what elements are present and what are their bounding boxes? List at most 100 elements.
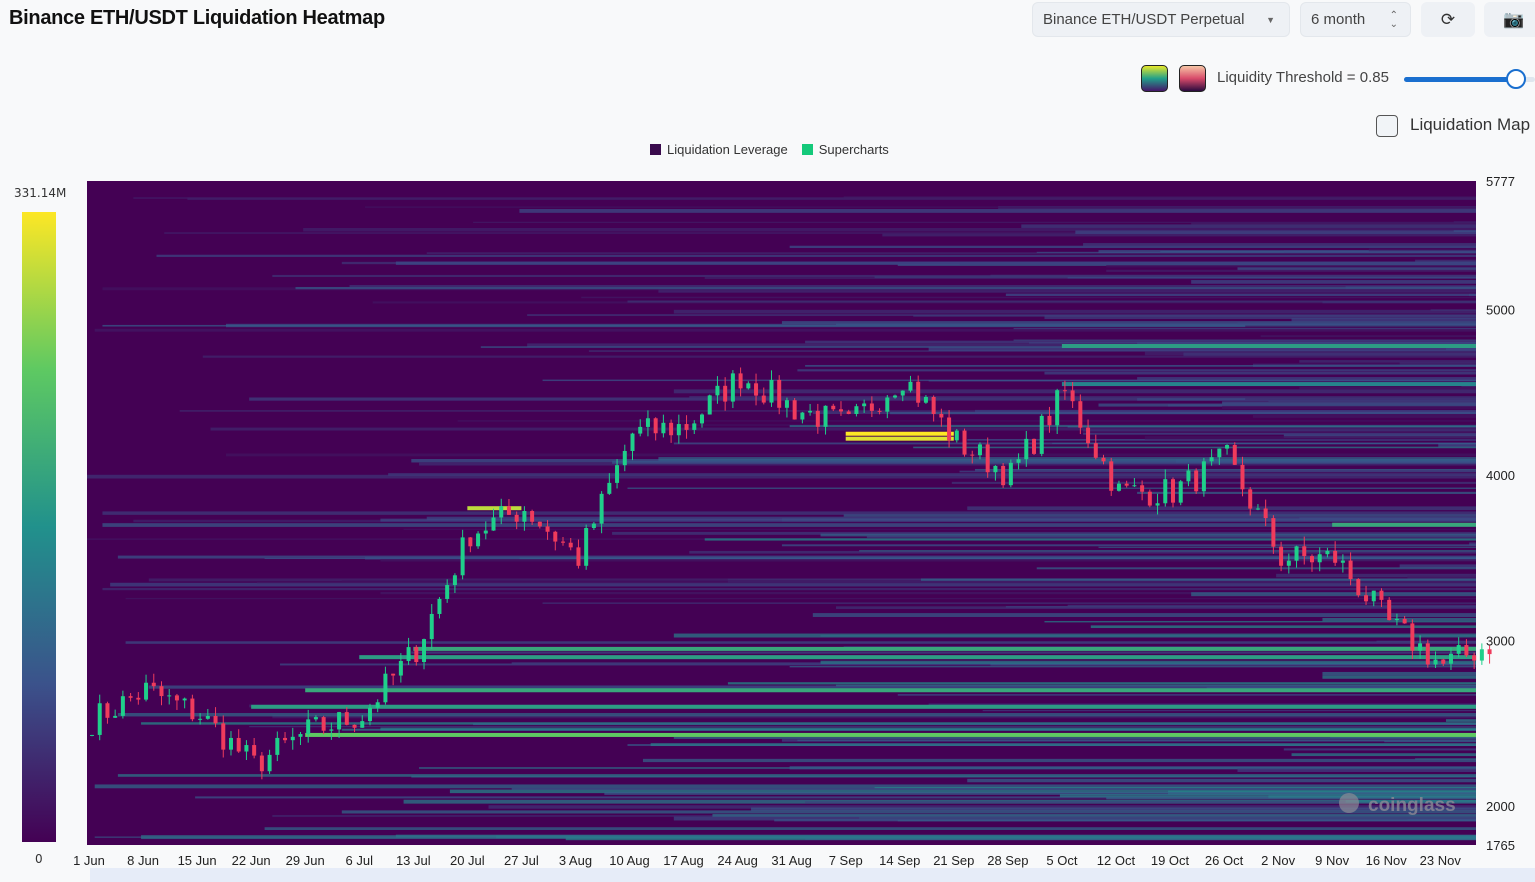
candle-body: [422, 639, 427, 663]
liquidity-band: [1137, 377, 1476, 381]
candle-body: [1032, 438, 1037, 454]
candle-body: [1240, 464, 1245, 490]
candle-body: [699, 414, 704, 424]
x-tick-label: 17 Aug: [663, 853, 704, 868]
candle-body: [499, 506, 504, 518]
candle-body: [252, 745, 257, 756]
liquidity-band: [94, 784, 1476, 789]
liquidity-band: [612, 531, 1476, 535]
liquidity-band: [1090, 625, 1476, 629]
candle-body: [1070, 390, 1075, 402]
refresh-button[interactable]: ⟳: [1421, 2, 1475, 37]
candle-body: [429, 613, 434, 640]
y-tick-label: 5777: [1486, 174, 1515, 189]
liquidity-band: [920, 578, 1476, 581]
liquidity-band: [1067, 425, 1476, 428]
liquidity-band: [1276, 573, 1476, 578]
y-tick-label: 3000: [1486, 634, 1515, 649]
x-tick-label: 20 Jul: [450, 853, 485, 868]
pair-select[interactable]: Binance ETH/USDT Perpetual ▼: [1032, 2, 1290, 37]
y-tick-label: 4000: [1486, 468, 1515, 483]
liquidity-band: [1283, 748, 1476, 751]
candle-body: [228, 737, 233, 750]
liquidity-band: [1021, 224, 1476, 228]
liquidity-band: [1044, 315, 1476, 320]
liquidity-band: [689, 396, 1476, 398]
legend-item-leverage[interactable]: Liquidation Leverage: [650, 142, 788, 157]
liquidity-band: [125, 641, 1476, 644]
liquidity-band: [1137, 491, 1476, 494]
palette-magma-swatch[interactable]: [1179, 65, 1206, 92]
legend-swatch: [801, 144, 813, 155]
range-select[interactable]: 6 month ⌃ ⌄: [1300, 2, 1411, 37]
liquidity-band: [1469, 542, 1476, 546]
candle-body: [1016, 459, 1021, 463]
liquidity-band: [349, 285, 1476, 287]
candle-body: [1418, 643, 1423, 651]
candle-body: [831, 405, 836, 410]
liquidity-band: [341, 728, 1476, 731]
x-tick-label: 2 Nov: [1261, 853, 1295, 868]
candle-body: [1263, 508, 1268, 519]
candle-body: [352, 724, 357, 728]
candle-body: [784, 400, 789, 408]
candle-body: [1201, 461, 1206, 492]
candle-body: [1147, 491, 1152, 506]
candle-body: [491, 517, 496, 531]
liquidity-band: [1291, 318, 1476, 322]
liquidity-band: [820, 533, 1476, 537]
slider-knob[interactable]: [1506, 69, 1526, 89]
liquidity-band: [380, 558, 1476, 562]
candle-body: [414, 647, 419, 663]
candle-body: [584, 528, 589, 566]
x-tick-label: 7 Sep: [829, 853, 863, 868]
candle-body: [885, 397, 890, 412]
candle-body: [383, 673, 388, 703]
candle-body: [198, 718, 203, 720]
liquidation-map-checkbox[interactable]: [1376, 115, 1398, 137]
candle-body: [313, 717, 318, 720]
candle-body: [1464, 645, 1469, 656]
liquidity-band: [272, 715, 1476, 719]
liquidity-band: [673, 737, 1476, 739]
liquidity-band: [604, 791, 1476, 795]
liquidity-band: [102, 511, 1476, 515]
navigator-bar[interactable]: [90, 868, 1535, 882]
liquidity-band: [805, 801, 1476, 804]
candle-body: [1163, 479, 1168, 504]
candle-body: [754, 383, 759, 396]
liquidity-band: [156, 254, 1476, 257]
threshold-slider[interactable]: [1404, 69, 1535, 89]
chart-legend: Liquidation Leverage Supercharts: [650, 142, 889, 157]
x-tick-label: 3 Aug: [559, 853, 592, 868]
candle-body: [993, 465, 998, 473]
candle-body: [723, 385, 728, 402]
liquidity-band: [974, 409, 1476, 414]
liquidity-band: [225, 453, 1476, 457]
candle-body: [1309, 556, 1314, 563]
candle-body: [1008, 462, 1013, 486]
liquidity-band: [1252, 415, 1476, 418]
legend-item-supercharts[interactable]: Supercharts: [801, 142, 889, 157]
liquidity-band: [395, 261, 1476, 265]
liquidity-band: [1083, 243, 1476, 247]
candle-body: [144, 682, 149, 700]
liquidity-band: [797, 369, 1476, 372]
candle-body: [1371, 590, 1376, 602]
candle-body: [90, 734, 94, 736]
candle-body: [715, 385, 720, 396]
liquidity-band: [411, 775, 1476, 778]
candle-body: [205, 715, 210, 719]
screenshot-button[interactable]: 📷: [1484, 2, 1535, 37]
liquidity-band: [117, 774, 1476, 777]
x-tick-label: 22 Jun: [232, 853, 271, 868]
candle-body: [545, 526, 550, 532]
liquidity-band: [967, 506, 1476, 511]
liquidity-band: [974, 468, 1476, 471]
palette-viridis-swatch[interactable]: [1141, 65, 1168, 92]
slider-fill: [1404, 77, 1516, 82]
candle-body: [576, 547, 581, 566]
liquidity-band: [102, 587, 1476, 591]
liquidity-band: [843, 513, 1476, 517]
